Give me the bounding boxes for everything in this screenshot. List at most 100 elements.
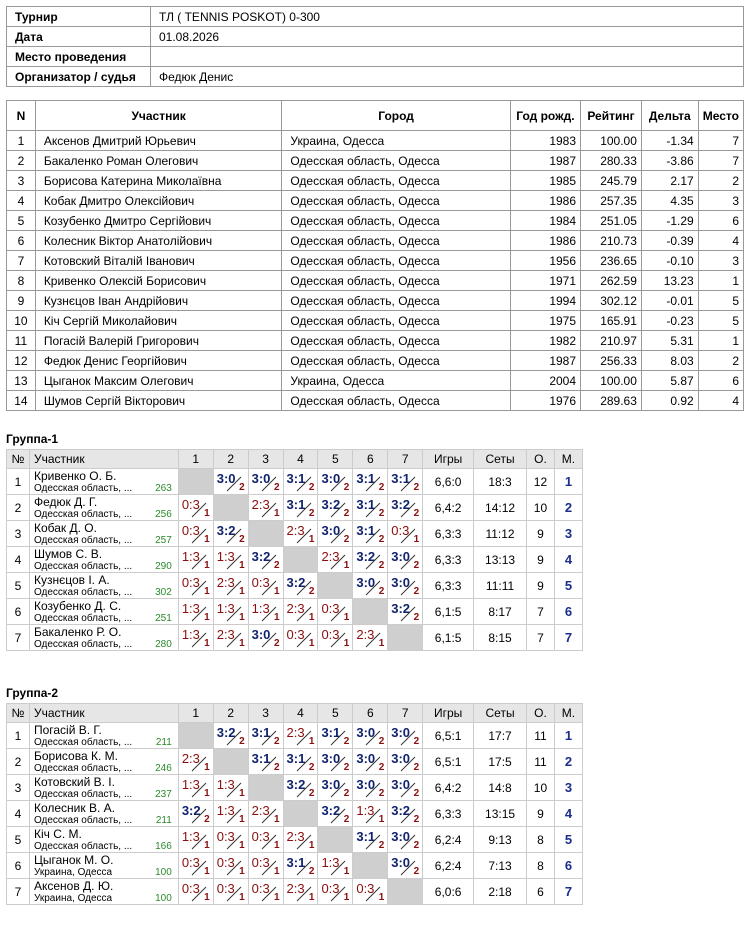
participant-number: 8 <box>6 270 36 291</box>
participant-city: Одесская область, Одесса <box>281 190 511 211</box>
match-result-cell: 3:1 2 <box>352 494 389 521</box>
group-games: 6,4:2 <box>422 774 475 801</box>
col-n: N <box>6 100 36 131</box>
match-result-cell: 2:3 1 <box>282 598 319 625</box>
match-result-cell: 1:3 1 <box>177 624 214 651</box>
match-score: 3:2 <box>356 549 376 564</box>
match-points: 2 <box>378 736 385 747</box>
group-player-meta: Одесская область, ... 256 <box>34 509 178 520</box>
match-score: 3:0 <box>251 627 271 642</box>
group-player-meta: Украина, Одесса 100 <box>34 867 178 878</box>
match-result-cell: 3:2 2 <box>282 774 319 801</box>
match-score: 1:3 <box>181 601 200 616</box>
match-score: 3:0 <box>391 855 411 870</box>
slash-divider-icon <box>191 606 207 622</box>
group-row: 6 Козубенко Д. С. Одесская область, ... 251… <box>6 598 584 625</box>
group-player-city: Одесская область, ... <box>33 815 133 826</box>
group-place: 7 <box>553 878 584 905</box>
group-player-city: Одесская область, ... <box>33 789 133 800</box>
participant-row: 12 Федюк Денис Георгійович Одесская област… <box>6 350 745 371</box>
participant-row: 6 Колесник Віктор Анатолійович Одесская об… <box>6 230 745 251</box>
group-place: 2 <box>553 494 584 521</box>
match-result-cell: 3:0 2 <box>352 722 389 749</box>
participant-place: 1 <box>697 270 745 291</box>
group-player-rating: 100 <box>155 893 172 904</box>
match-points: 2 <box>343 788 350 799</box>
match-points: 2 <box>308 762 315 773</box>
slash-divider-icon <box>226 476 242 492</box>
slash-divider-icon <box>296 606 311 622</box>
match-points: 1 <box>343 892 350 903</box>
participant-delta: 0.92 <box>640 390 699 411</box>
participant-name: Колесник Віктор Анатолійович <box>34 230 283 251</box>
slash-divider-icon <box>226 730 242 746</box>
slash-divider-icon <box>331 860 346 876</box>
slash-divider-icon <box>296 834 311 850</box>
match-result-cell: 3:0 2 <box>317 520 354 547</box>
group-player-name: Борисова К. М. <box>33 749 118 763</box>
group-row-number: 7 <box>6 878 30 905</box>
group-player-name: Кобак Д. О. <box>33 521 97 535</box>
group-row-number: 5 <box>6 826 30 853</box>
group-sets: 2:18 <box>473 878 527 905</box>
group-1-title: Группа-1 <box>6 432 59 446</box>
slash-divider-icon <box>331 782 346 798</box>
group-games: 6,3:3 <box>422 800 475 827</box>
group-points: 11 <box>526 722 555 749</box>
group-player: Кривенко О. Б. Одесская область, ... 263 <box>28 468 179 495</box>
match-score: 3:0 <box>321 471 341 486</box>
group-player: Цыганок М. О. Украина, Одесса 100 <box>28 852 179 879</box>
group-player-city: Одесская область, ... <box>33 613 133 624</box>
group-sets: 9:13 <box>473 826 527 853</box>
match-score: 2:3 <box>286 601 305 616</box>
slash-divider-icon <box>365 756 381 772</box>
match-score: 3:1 <box>356 523 376 538</box>
participant-number: 3 <box>6 170 36 191</box>
participant-place: 4 <box>697 230 745 251</box>
group-col-opponent: 6 <box>352 449 389 469</box>
participant-delta: -0.01 <box>640 290 699 311</box>
match-points: 1 <box>413 534 420 545</box>
group-self-cell <box>387 878 424 905</box>
participants-table: N Участник Город Год рожд. Рейтинг Дельт… <box>6 100 745 411</box>
match-points: 1 <box>273 840 280 851</box>
group-points: 10 <box>526 494 555 521</box>
match-result-cell: 3:1 2 <box>282 852 319 879</box>
match-score: 3:1 <box>391 471 411 486</box>
group-player-meta: Одесская область, ... 290 <box>34 561 178 572</box>
group-col-opponent: 1 <box>177 449 214 469</box>
participant-number: 7 <box>6 250 36 271</box>
match-score: 0:3 <box>251 829 270 844</box>
match-points: 2 <box>239 736 245 747</box>
info-row: Дата 01.08.2026 <box>6 26 744 47</box>
col-delta: Дельта <box>640 100 699 131</box>
participant-city: Одесская область, Одесса <box>281 330 511 351</box>
match-points: 1 <box>239 586 245 597</box>
group-player: Колесник В. А. Одесская область, ... 211 <box>28 800 179 827</box>
slash-divider-icon <box>191 860 207 876</box>
group-row-number: 3 <box>6 520 30 547</box>
slash-divider-icon <box>365 782 381 798</box>
group-self-cell <box>387 624 424 651</box>
match-score: 2:3 <box>251 497 270 512</box>
group-player-rating: 263 <box>155 483 172 494</box>
group-1-table: № Участник 1 2 3 4 5 6 7 Игры Сеты О. М. 1 Кривенко О.… <box>6 449 584 651</box>
group-player-meta: Одесская область, ... 246 <box>34 763 178 774</box>
match-result-cell: 3:0 2 <box>387 826 424 853</box>
slash-divider-icon <box>400 476 416 492</box>
group-player: Кузнєцов І. А. Одесская область, ... 302 <box>28 572 179 599</box>
participant-number: 10 <box>6 310 36 331</box>
match-points: 2 <box>413 482 420 493</box>
match-score: 3:0 <box>391 725 411 740</box>
participant-city: Украина, Одесса <box>281 370 511 391</box>
match-score: 3:1 <box>356 471 376 486</box>
match-points: 2 <box>413 762 420 773</box>
group-row: 3 Кобак Д. О. Одесская область, ... 257 0:3 1… <box>6 520 584 547</box>
participant-year: 1986 <box>509 190 582 211</box>
group-row-number: 1 <box>6 468 30 495</box>
match-score: 2:3 <box>216 627 235 642</box>
match-result-cell: 2:3 1 <box>247 494 284 521</box>
participant-number: 13 <box>6 370 36 391</box>
match-score: 1:3 <box>216 803 235 818</box>
group-header-row: № Участник 1 2 3 4 5 6 7 Игры Сеты О. М. <box>6 449 584 469</box>
